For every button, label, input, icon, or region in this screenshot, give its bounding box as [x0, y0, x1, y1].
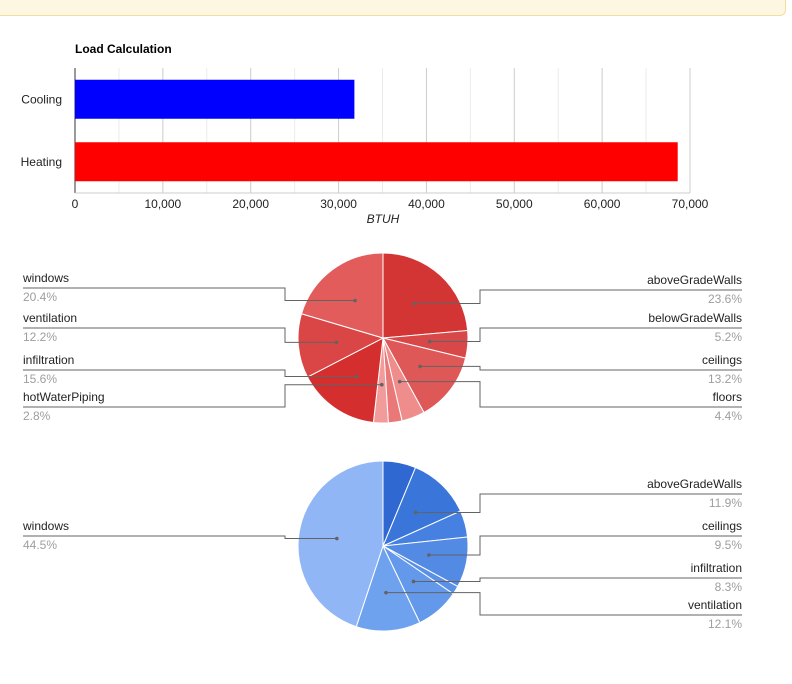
legend-percent: 4.4% — [715, 409, 743, 423]
legend-percent: 44.5% — [23, 538, 57, 552]
leader-dot — [418, 364, 422, 369]
legend-percent: 12.1% — [708, 617, 742, 631]
leader-dot — [412, 301, 417, 306]
legend-label: floors — [713, 390, 742, 404]
legend-percent: 15.6% — [23, 372, 57, 386]
load-calculation-bar-chart: Load Calculation BTUH 0 10,000 20,000 30,00… — [21, 42, 709, 226]
pie-slice-windows — [300, 252, 384, 339]
leader-line — [428, 535, 742, 556]
legend-label: aboveGradeWalls — [647, 477, 742, 491]
chart-title: Load Calculation — [75, 42, 172, 56]
leader-line — [23, 384, 382, 408]
leader-dot — [334, 340, 339, 345]
legend-percent: 5.2% — [715, 330, 743, 344]
leader-dot — [380, 382, 384, 387]
pie-slice-abovegradewalls — [382, 466, 462, 547]
leader-line — [429, 327, 742, 343]
legend-label: ventilation — [688, 598, 742, 612]
legend-percent: 8.3% — [715, 580, 743, 594]
category-label: Heating — [21, 155, 62, 169]
pie-slice-ceilings — [382, 337, 467, 414]
leader-dot — [413, 510, 418, 515]
x-axis-title: BTUH — [367, 212, 400, 226]
leader-dot — [384, 590, 388, 595]
leader-line — [385, 592, 742, 616]
leader-line — [415, 493, 742, 513]
leader-dot — [397, 379, 402, 384]
legend-percent: 20.4% — [23, 290, 57, 304]
legend-label: infiltration — [691, 561, 742, 575]
pie-slice-ventilation — [297, 313, 385, 378]
pie-slice-abovegradewalls — [382, 252, 469, 339]
leader-line — [23, 369, 357, 378]
legend-label: aboveGradeWalls — [647, 273, 742, 287]
legend-percent: 12.2% — [23, 330, 57, 344]
x-tick-label: 0 — [72, 197, 79, 211]
bar-heating — [75, 142, 678, 182]
leader-line — [420, 365, 742, 371]
legend-percent: 11.9% — [709, 496, 742, 510]
legend-label: infiltration — [23, 353, 74, 367]
x-tick-label: 60,000 — [584, 197, 621, 211]
leader-dot — [411, 579, 416, 584]
leader-dot — [335, 536, 339, 541]
legend-percent: 2.8% — [23, 409, 51, 423]
legend-label: ceilings — [702, 353, 742, 367]
leader-dot — [354, 374, 359, 379]
legend-label: windows — [22, 519, 69, 533]
x-tick-label: 50,000 — [496, 197, 533, 211]
legend-percent: 23.6% — [708, 292, 742, 306]
leader-dot — [353, 298, 357, 303]
x-tick-label: 40,000 — [408, 197, 445, 211]
legend-label: ceilings — [702, 519, 742, 533]
leader-line — [414, 289, 742, 305]
legend-label: hotWaterPiping — [23, 390, 105, 404]
x-tick-label: 70,000 — [672, 197, 709, 211]
legend-percent: 9.5% — [715, 538, 743, 552]
pie-slice-windows — [297, 460, 384, 628]
bar-cooling — [75, 79, 355, 119]
leader-line — [413, 577, 742, 582]
category-label: Cooling — [21, 92, 62, 106]
legend-label: belowGradeWalls — [648, 311, 742, 325]
notice-banner — [0, 0, 786, 16]
pie-slice-ventilation — [355, 544, 421, 632]
legend-percent: 13.2% — [708, 372, 742, 386]
legend-label: ventilation — [23, 311, 77, 325]
legend-label: windows — [22, 271, 69, 285]
leader-line — [23, 287, 356, 302]
leader-line — [399, 381, 742, 408]
leader-line — [23, 535, 337, 540]
x-tick-label: 10,000 — [145, 197, 182, 211]
leader-line — [23, 327, 337, 343]
x-tick-label: 30,000 — [320, 197, 357, 211]
x-tick-label: 20,000 — [232, 197, 269, 211]
pie-slice-infiltration — [306, 337, 384, 424]
leader-dot — [427, 553, 431, 557]
leader-dot — [427, 339, 432, 344]
